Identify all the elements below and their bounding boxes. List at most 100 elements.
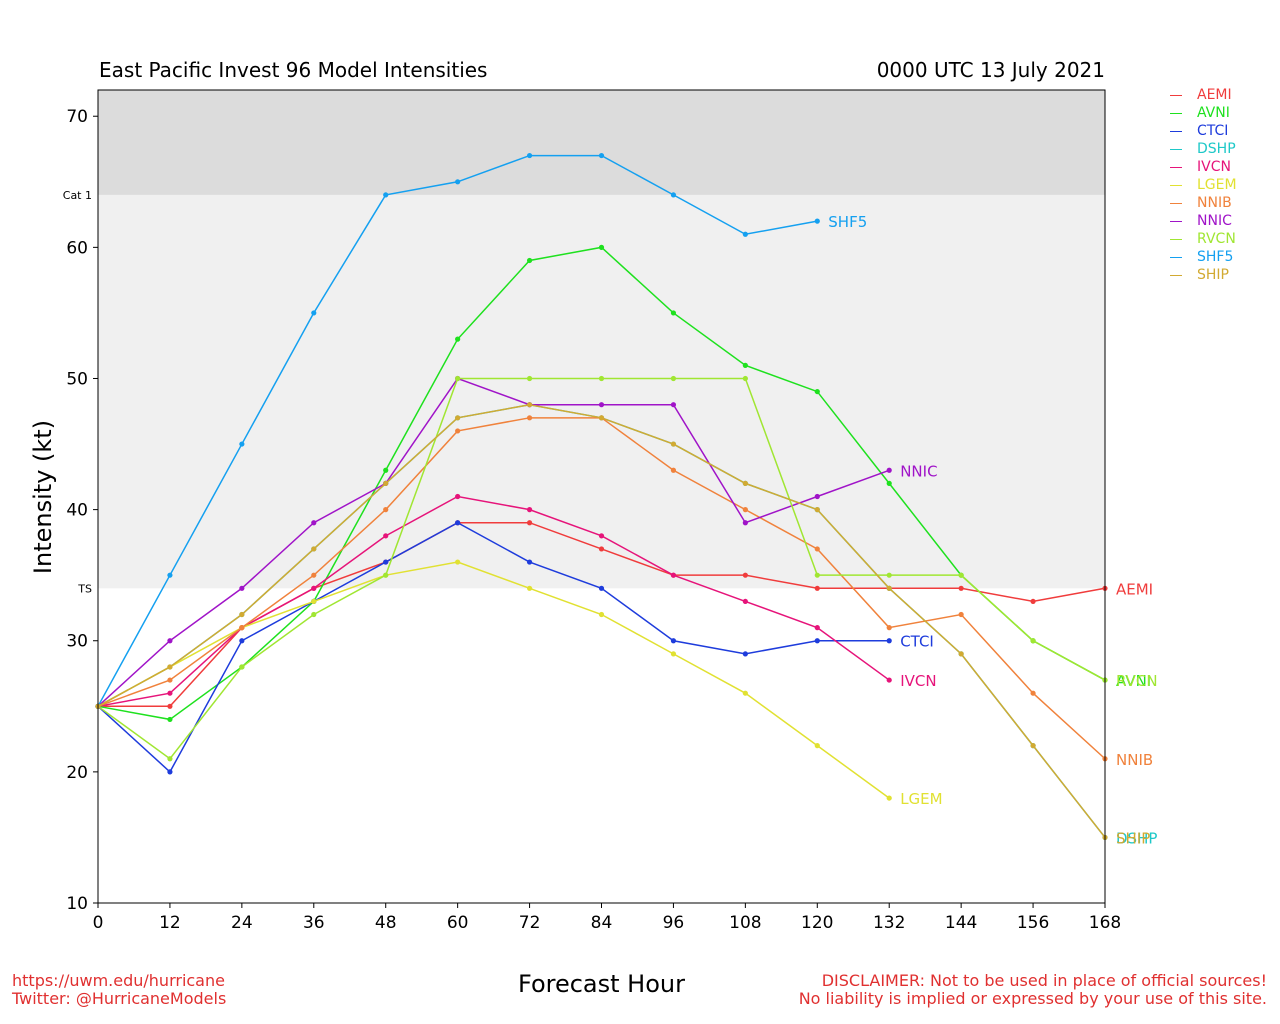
data-point — [814, 546, 820, 552]
legend-label: CTCI — [1197, 123, 1229, 139]
x-tick-label: 96 — [663, 913, 685, 933]
disclaimer: DISCLAIMER: Not to be used in place of o… — [799, 972, 1267, 1008]
chart-datetime: 0000 UTC 13 July 2021 — [876, 58, 1105, 82]
y-tick-label: 70 — [66, 107, 88, 127]
data-point — [670, 467, 677, 473]
data-point — [383, 480, 389, 486]
legend-swatch — [1170, 184, 1182, 186]
data-point — [742, 231, 748, 237]
data-point — [742, 598, 748, 605]
data-point — [958, 585, 964, 591]
footer-url[interactable]: https://uwm.edu/hurricane — [12, 971, 225, 990]
data-point — [886, 638, 892, 644]
series-ctci — [95, 520, 892, 775]
legend-swatch — [1170, 274, 1182, 276]
legend-label: AVNI — [1197, 105, 1230, 121]
data-point — [239, 441, 245, 447]
intensity-bands — [98, 90, 1105, 589]
legend-item-lgem: LGEM — [1170, 176, 1237, 194]
legend-swatch — [1170, 166, 1182, 168]
legend-label: SHF5 — [1197, 249, 1234, 265]
data-point — [167, 664, 173, 670]
data-point — [167, 690, 173, 696]
data-point — [167, 716, 173, 723]
end-label-lgem: LGEM — [900, 790, 942, 808]
legend-item-avni: AVNI — [1170, 104, 1237, 122]
y-tick-label: 20 — [66, 763, 88, 783]
legend-swatch — [1170, 148, 1182, 150]
end-label-nnib: NNIB — [1116, 751, 1153, 769]
data-point — [598, 585, 605, 591]
footer-twitter[interactable]: Twitter: @HurricaneModels — [12, 989, 227, 1008]
legend-item-dshp: DSHP — [1170, 140, 1237, 158]
end-label-rvcn: RVCN — [1116, 672, 1158, 690]
x-tick-label: 48 — [375, 913, 397, 933]
series-line — [97, 521, 890, 774]
data-point — [598, 533, 605, 539]
data-point — [1030, 638, 1036, 644]
data-point — [383, 533, 389, 539]
data-point — [670, 310, 677, 316]
data-point — [455, 336, 461, 342]
data-point — [239, 611, 245, 618]
x-tick-label: 156 — [1017, 913, 1049, 933]
data-point — [670, 192, 677, 198]
data-point — [598, 402, 605, 408]
data-point — [311, 611, 317, 618]
end-label-nnic: NNIC — [900, 462, 937, 480]
data-point — [311, 572, 317, 578]
data-point — [383, 192, 389, 198]
data-point — [814, 585, 820, 591]
data-point — [383, 467, 389, 473]
end-label-aemi: AEMI — [1116, 580, 1153, 598]
data-point — [598, 152, 605, 159]
legend-label: NNIB — [1197, 195, 1232, 211]
x-tick-label: 36 — [303, 913, 325, 933]
x-tick-label: 0 — [93, 913, 104, 933]
data-point — [814, 218, 820, 224]
data-point — [1030, 598, 1036, 605]
x-tick-label: 60 — [447, 913, 469, 933]
cat1-band — [98, 90, 1105, 195]
data-point — [958, 611, 964, 618]
legend-item-aemi: AEMI — [1170, 86, 1237, 104]
data-point — [239, 638, 245, 644]
data-point — [742, 362, 748, 368]
threshold-label: TS — [77, 582, 92, 595]
data-point — [670, 402, 677, 408]
legend-item-rvcn: RVCN — [1170, 230, 1237, 248]
data-point — [670, 638, 677, 644]
data-point — [670, 651, 677, 657]
end-label-ivcn: IVCN — [900, 672, 936, 690]
data-point — [383, 507, 389, 513]
x-tick-label: 168 — [1089, 913, 1121, 933]
data-point — [526, 375, 533, 382]
legend-swatch — [1170, 112, 1182, 114]
y-tick-label: 40 — [66, 501, 88, 521]
legend-label: NNIC — [1197, 213, 1232, 229]
data-point — [455, 520, 461, 526]
data-point — [311, 310, 317, 316]
legend-label: DSHP — [1197, 141, 1236, 157]
chart-title: East Pacific Invest 96 Model Intensities — [99, 58, 488, 82]
data-point — [742, 651, 748, 657]
y-tick-label: 30 — [66, 632, 88, 652]
data-point — [311, 546, 317, 552]
threshold-label: Cat 1 — [63, 189, 92, 202]
series-ship — [95, 402, 1108, 841]
data-point — [598, 375, 605, 382]
ts-band — [98, 194, 1105, 589]
x-axis-label: Forecast Hour — [518, 970, 685, 998]
data-point — [383, 559, 389, 565]
end-label-ctci: CTCI — [900, 633, 934, 651]
data-point — [598, 546, 605, 552]
data-point — [167, 638, 173, 644]
data-point — [742, 507, 748, 513]
data-point — [526, 257, 533, 264]
legend-label: SHIP — [1197, 267, 1229, 283]
x-tick-label: 72 — [519, 913, 541, 933]
end-label-shf5: SHF5 — [828, 213, 867, 231]
data-point — [167, 677, 173, 683]
legend-item-ship: SHIP — [1170, 266, 1237, 284]
